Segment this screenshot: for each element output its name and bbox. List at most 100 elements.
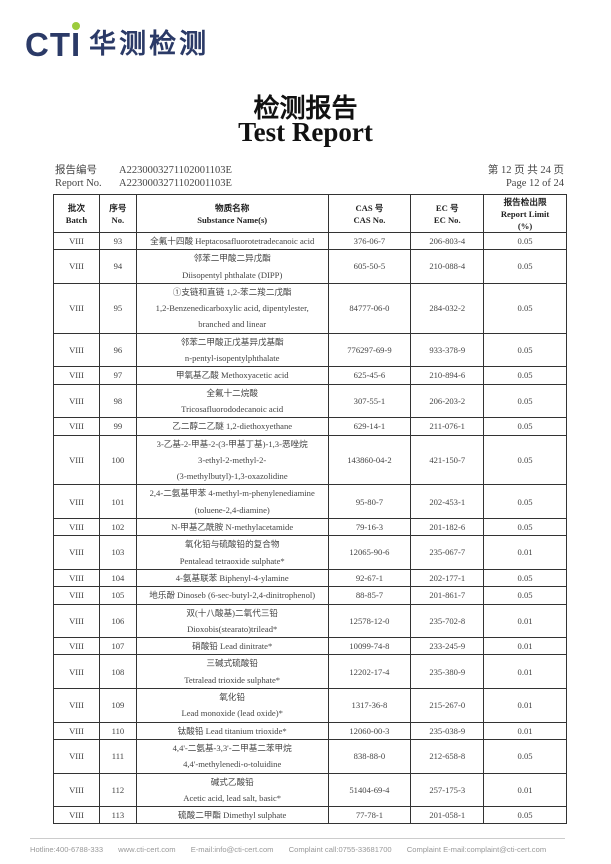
substance-name-line: (3-methylbutyl)-1,3-oxazolidine bbox=[176, 471, 288, 482]
table-row: VIII 96 邻苯二甲酸正戊基异戊基酯 n-pentyl-isopentylphth… bbox=[53, 332, 567, 368]
title-cn: 检测报告 bbox=[253, 94, 358, 124]
cell-ec-no: 206-203-2 bbox=[410, 383, 485, 419]
substance-name-line: Dioxobis(stearato)trilead* bbox=[187, 623, 278, 634]
cell-substance-name: 硫酸二甲酯 Dimethyl sulphate bbox=[135, 806, 329, 825]
cell-batch: VIII bbox=[53, 688, 100, 723]
footer-email[interactable]: E-mail:info@cti-cert.com bbox=[190, 845, 274, 854]
table-header-row: 批次 Batch 序号 No. 物质名称 Substance Name(s) CAS 号 CA… bbox=[53, 194, 567, 233]
header-ec-no-en: EC No. bbox=[433, 214, 461, 225]
cell-ec-no: 206-803-4 bbox=[410, 231, 485, 251]
cell-cas-no: 95-80-7 bbox=[327, 484, 412, 520]
cell-cas-no: 10099-74-8 bbox=[327, 637, 412, 656]
cell-no: 96 bbox=[98, 332, 137, 368]
cell-substance-name: ①支链和直链 1,2-苯二羧二戊酯 1,2-Benzenedicarboxylic… bbox=[135, 282, 329, 334]
cell-report-limit: 0.01 bbox=[483, 721, 567, 740]
cell-cas-no: 376-06-7 bbox=[327, 231, 412, 251]
substance-name-line: 邻苯二甲酸正戊基异戊基酯 bbox=[180, 336, 284, 347]
substance-name-line: 地乐酚 Dinoseb (6-sec-butyl-2,4-dinitrophen… bbox=[149, 590, 316, 601]
cell-report-limit: 0.05 bbox=[483, 249, 567, 284]
cell-report-limit: 0.05 bbox=[483, 434, 567, 486]
logo-dot-icon bbox=[72, 22, 80, 30]
substance-name-line: n-pentyl-isopentylphthalate bbox=[184, 353, 280, 364]
cell-no: 97 bbox=[98, 366, 137, 385]
cell-batch: VIII bbox=[53, 772, 100, 808]
cell-cas-no: 12202-17-4 bbox=[327, 654, 412, 690]
table-row: VIII 95 ①支链和直链 1,2-苯二羧二戊酯 1,2-Benzenedicarb… bbox=[53, 282, 567, 334]
cell-cas-no: 12578-12-0 bbox=[327, 603, 412, 639]
cell-batch: VIII bbox=[53, 654, 100, 690]
header-substance-name: 物质名称 Substance Name(s) bbox=[135, 194, 329, 233]
cell-ec-no: 233-245-9 bbox=[410, 637, 485, 656]
substance-name-line: 钛酸铅 Lead titanium trioxide* bbox=[177, 725, 287, 736]
table-row: VIII 104 4-氨基联苯 Biphenyl-4-ylamine 92-67-1 2… bbox=[53, 568, 567, 588]
cell-ec-no: 211-076-1 bbox=[410, 417, 485, 436]
substance-table: 批次 Batch 序号 No. 物质名称 Substance Name(s) CAS 号 CA… bbox=[53, 194, 567, 825]
report-no-label-en: Report No. bbox=[55, 178, 102, 189]
cell-report-limit: 0.05 bbox=[483, 568, 567, 588]
table-row: VIII 105 地乐酚 Dinoseb (6-sec-butyl-2,4-dini… bbox=[53, 586, 567, 605]
table-row: VIII 99 乙二醇二乙醚 1,2-diethoxyethane 629-14-1 2… bbox=[53, 417, 567, 436]
cell-cas-no: 605-50-5 bbox=[327, 249, 412, 284]
cell-batch: VIII bbox=[53, 231, 100, 251]
cell-batch: VIII bbox=[53, 586, 100, 605]
substance-name-line: (toluene-2,4-diamine) bbox=[194, 504, 270, 515]
substance-name-line: 三碱式硫酸铅 bbox=[206, 658, 258, 669]
cell-report-limit: 0.01 bbox=[483, 654, 567, 690]
cell-report-limit: 0.05 bbox=[483, 586, 567, 605]
cell-report-limit: 0.01 bbox=[483, 772, 567, 808]
cell-substance-name: 碱式乙酸铅 Acetic acid, lead salt, basic* bbox=[135, 772, 329, 808]
cell-report-limit: 0.05 bbox=[483, 282, 567, 334]
cell-cas-no: 84777-06-0 bbox=[327, 282, 412, 334]
cell-substance-name: 地乐酚 Dinoseb (6-sec-butyl-2,4-dinitrophen… bbox=[135, 586, 329, 605]
substance-name-line: Lead monoxide (lead oxide)* bbox=[181, 708, 283, 719]
cell-batch: VIII bbox=[53, 738, 100, 774]
cell-batch: VIII bbox=[53, 806, 100, 825]
cell-ec-no: 215-267-0 bbox=[410, 688, 485, 723]
cell-no: 111 bbox=[98, 738, 137, 774]
substance-name-line: Pentalead tetraoxide sulphate* bbox=[179, 555, 285, 566]
cell-cas-no: 629-14-1 bbox=[327, 417, 412, 436]
cell-no: 95 bbox=[98, 282, 137, 334]
cell-cas-no: 92-67-1 bbox=[327, 568, 412, 588]
substance-name-line: 3-ethyl-2-methyl-2- bbox=[198, 454, 267, 465]
cell-substance-name: 全氟十二烷酸 Tricosafluorododecanoic acid bbox=[135, 383, 329, 419]
substance-name-line: 全氟十四酸 Heptacosafluorotetradecanoic acid bbox=[150, 236, 315, 246]
cell-ec-no: 202-453-1 bbox=[410, 484, 485, 520]
footer-complaint-email[interactable]: Complaint E-mail:complaint@cti-cert.com bbox=[406, 845, 547, 854]
footer-website[interactable]: www.cti-cert.com bbox=[118, 845, 176, 854]
substance-name-line: 1,2-Benzenedicarboxylic acid, dipentyles… bbox=[155, 303, 309, 314]
logo-brand: CTI bbox=[25, 26, 82, 63]
cell-cas-no: 77-78-1 bbox=[327, 806, 412, 825]
cell-batch: VIII bbox=[53, 332, 100, 368]
cell-cas-no: 625-45-6 bbox=[327, 366, 412, 385]
cell-ec-no: 202-177-1 bbox=[410, 568, 485, 588]
cell-no: 112 bbox=[98, 772, 137, 808]
cell-substance-name: 邻苯二甲酸正戊基异戊基酯 n-pentyl-isopentylphthalate bbox=[135, 332, 329, 368]
cell-no: 101 bbox=[98, 484, 137, 520]
substance-name-line: Tetralead trioxide sulphate* bbox=[184, 674, 281, 685]
substance-name-line: 4-氨基联苯 Biphenyl-4-ylamine bbox=[175, 572, 289, 583]
cell-batch: VIII bbox=[53, 383, 100, 419]
cell-substance-name: 硝酸铅 Lead dinitrate* bbox=[135, 637, 329, 656]
table-row: VIII 97 甲氧基乙酸 Methoxyacetic acid 625-45-6 21… bbox=[53, 366, 567, 385]
substance-name-line: 4,4'-二氨基-3,3'-二甲基二苯甲烷 bbox=[172, 742, 292, 753]
table-row: VIII 101 2,4-二氨基甲苯 4-methyl-m-phenylenedia… bbox=[53, 484, 567, 520]
cell-batch: VIII bbox=[53, 603, 100, 639]
report-number: 报告编号 A2230003271102001103E Report No. A223… bbox=[55, 164, 232, 190]
cell-cas-no: 776297-69-9 bbox=[327, 332, 412, 368]
cell-ec-no: 235-380-9 bbox=[410, 654, 485, 690]
cell-no: 98 bbox=[98, 383, 137, 419]
page-cn: 第 12 页 共 24 页 bbox=[487, 165, 564, 176]
substance-name-line: Diisopentyl phthalate (DIPP) bbox=[182, 269, 283, 280]
cell-ec-no: 235-067-7 bbox=[410, 535, 485, 570]
table-row: VIII 102 N-甲基乙酰胺 N-methylacetamide 79-16-3 2… bbox=[53, 518, 567, 537]
substance-name-line: 2,4-二氨基甲苯 4-methyl-m-phenylenediamine bbox=[149, 488, 315, 499]
cell-report-limit: 0.01 bbox=[483, 688, 567, 723]
substance-name-line: 邻苯二甲酸二异戊酯 bbox=[193, 253, 271, 264]
cell-substance-name: 2,4-二氨基甲苯 4-methyl-m-phenylenediamine (to… bbox=[135, 484, 329, 520]
cell-ec-no: 257-175-3 bbox=[410, 772, 485, 808]
cell-ec-no: 212-658-8 bbox=[410, 738, 485, 774]
cell-batch: VIII bbox=[53, 417, 100, 436]
cell-report-limit: 0.05 bbox=[483, 738, 567, 774]
table-row: VIII 112 碱式乙酸铅 Acetic acid, lead salt, basi… bbox=[53, 772, 567, 808]
